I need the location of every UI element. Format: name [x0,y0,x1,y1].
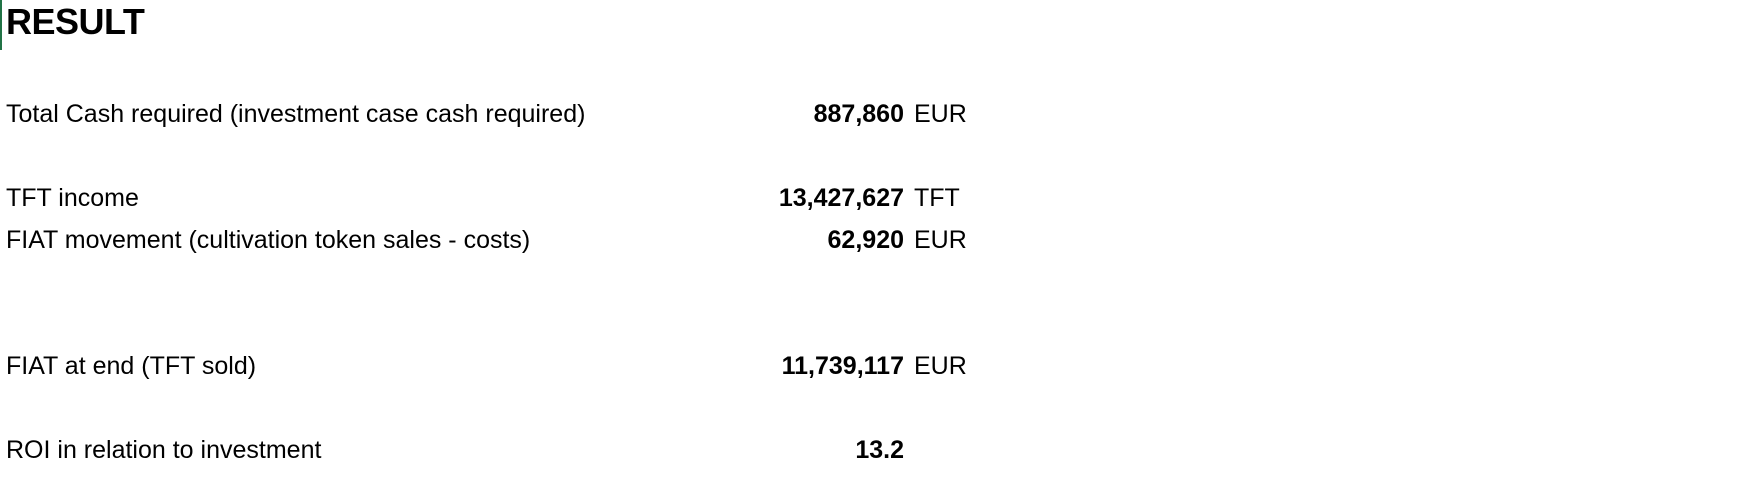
row-total-cash-required[interactable]: Total Cash required (investment case cas… [0,97,1000,131]
row-label[interactable]: ROI in relation to investment [6,436,322,464]
row-unit[interactable]: TFT [914,184,960,212]
row-value[interactable]: 62,920 [827,226,904,254]
row-fiat-at-end[interactable]: FIAT at end (TFT sold) 11,739,117 EUR [0,349,1000,383]
row-unit[interactable]: EUR [914,100,967,128]
row-label[interactable]: Total Cash required (investment case cas… [6,100,586,128]
row-value[interactable]: 887,860 [813,100,904,128]
row-label[interactable]: TFT income [6,184,139,212]
row-unit[interactable]: EUR [914,352,967,380]
row-unit[interactable]: EUR [914,226,967,254]
row-label[interactable]: FIAT at end (TFT sold) [6,352,257,380]
row-fiat-movement[interactable]: FIAT movement (cultivation token sales -… [0,223,1000,257]
row-value[interactable]: 13.2 [855,436,904,464]
row-tft-income[interactable]: TFT income 13,427,627 TFT [0,181,1000,215]
row-value[interactable]: 11,739,117 [781,352,904,380]
result-title[interactable]: RESULT [6,1,145,42]
row-roi[interactable]: ROI in relation to investment 13.2 [0,433,1000,467]
row-value[interactable]: 13,427,627 [778,184,904,212]
active-cell-indicator [0,0,2,50]
row-label[interactable]: FIAT movement (cultivation token sales -… [6,226,531,254]
